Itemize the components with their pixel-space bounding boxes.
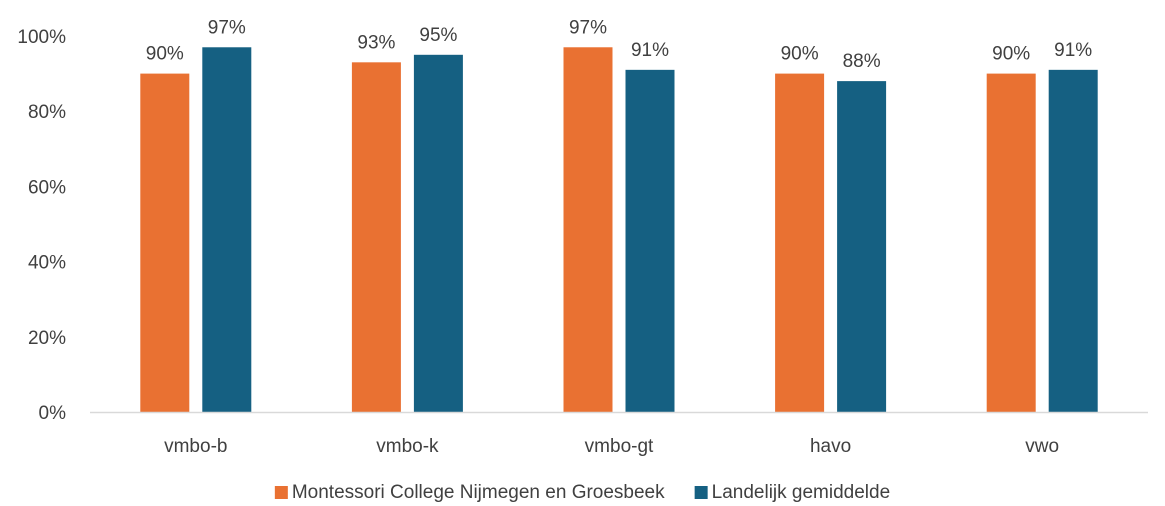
legend-label: Montessori College Nijmegen en Groesbeek <box>292 482 665 503</box>
data-label: 95% <box>419 25 457 46</box>
data-label: 93% <box>357 32 395 53</box>
data-label: 91% <box>1054 40 1092 61</box>
x-tick-label: vmbo-b <box>164 436 227 457</box>
x-tick-label: vwo <box>1025 436 1059 457</box>
x-tick-label: vmbo-gt <box>585 436 654 457</box>
y-tick-label: 40% <box>28 253 66 274</box>
y-tick-label: 60% <box>28 177 66 198</box>
data-label: 88% <box>843 51 881 72</box>
legend-marker-series-2 <box>694 486 708 499</box>
y-tick-label: 100% <box>17 27 66 48</box>
data-label: 90% <box>992 44 1030 65</box>
y-axis-tick-labels: 0% 20% 40% 60% 80% 100% <box>17 27 66 424</box>
data-label: 90% <box>146 44 184 65</box>
data-labels-group: 90% 97% 93% 95% 97% 91% 90% 88% 90% 91% <box>146 17 1093 72</box>
legend-marker-series-1 <box>274 486 288 499</box>
y-tick-label: 0% <box>39 403 67 424</box>
data-label: 90% <box>781 44 819 65</box>
legend-label: Landelijk gemiddelde <box>712 482 891 503</box>
bar-vmbo-b-series-1 <box>140 73 190 412</box>
bar-vmbo-b-series-2 <box>202 47 252 412</box>
bar-vmbo-k-series-1 <box>351 62 401 412</box>
x-tick-label: vmbo-k <box>376 436 439 457</box>
bars-group <box>140 47 1098 413</box>
data-label: 97% <box>569 17 607 38</box>
bar-vwo-series-1 <box>986 73 1036 412</box>
legend: Montessori College Nijmegen en Groesbeek… <box>274 482 891 503</box>
bar-vmbo-gt-series-2 <box>625 69 675 412</box>
bar-havo-series-2 <box>837 81 887 413</box>
x-tick-label: havo <box>810 436 851 457</box>
data-label: 97% <box>208 17 246 38</box>
data-label: 91% <box>631 40 669 61</box>
bar-vmbo-gt-series-1 <box>563 47 613 412</box>
bar-vmbo-k-series-2 <box>413 54 463 413</box>
y-tick-label: 20% <box>28 328 66 349</box>
bar-vwo-series-2 <box>1048 69 1098 412</box>
y-tick-label: 80% <box>28 102 66 123</box>
x-axis-category-labels: vmbo-b vmbo-k vmbo-gt havo vwo <box>164 436 1059 457</box>
bar-havo-series-1 <box>775 73 825 412</box>
